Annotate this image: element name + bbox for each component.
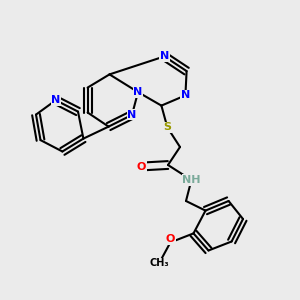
Text: NH: NH [182,175,201,185]
Text: N: N [128,110,136,120]
Text: O: O [166,234,175,244]
Text: O: O [137,161,146,172]
Text: N: N [160,51,169,62]
Text: N: N [181,90,190,100]
Text: CH₃: CH₃ [149,258,169,268]
Text: N: N [51,95,60,105]
Text: N: N [134,87,142,97]
Text: S: S [164,122,171,133]
